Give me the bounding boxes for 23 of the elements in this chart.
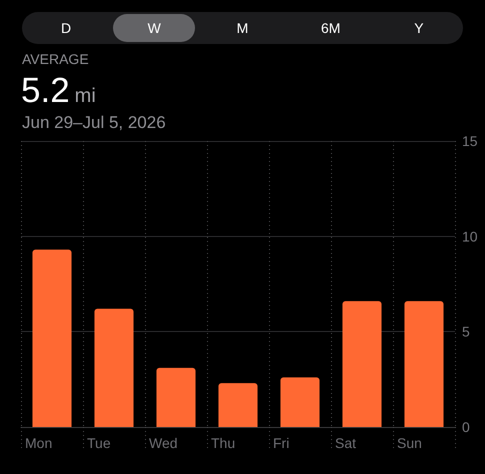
text: mi xyxy=(74,85,96,107)
bar xyxy=(156,368,196,427)
x-tick-label: Sun xyxy=(397,435,422,451)
chart-subtitle: Jun 29–Jul 5, 2026 xyxy=(22,113,166,132)
bar xyxy=(342,301,382,427)
segmented-control: D W M 6M Y xyxy=(22,12,463,44)
y-tick-label: 0 xyxy=(462,419,470,435)
x-tick-label: Tue xyxy=(87,435,111,451)
y-tick-label: 15 xyxy=(462,133,478,149)
x-tick-label: Thu xyxy=(211,435,236,451)
chart-title: AVERAGE xyxy=(22,51,89,67)
bar xyxy=(32,250,72,427)
y-tick-label: 10 xyxy=(462,228,478,244)
x-tick-label: Wed xyxy=(149,435,178,451)
bar xyxy=(280,377,320,427)
bar xyxy=(404,301,444,427)
x-tick-label: Mon xyxy=(25,435,52,451)
x-tick-label: Fri xyxy=(273,435,290,451)
x-tick-label: Sat xyxy=(335,435,356,451)
bar xyxy=(94,308,134,427)
text: 5.2 xyxy=(21,71,70,110)
y-tick-label: 5 xyxy=(462,324,470,340)
bar xyxy=(218,383,258,427)
